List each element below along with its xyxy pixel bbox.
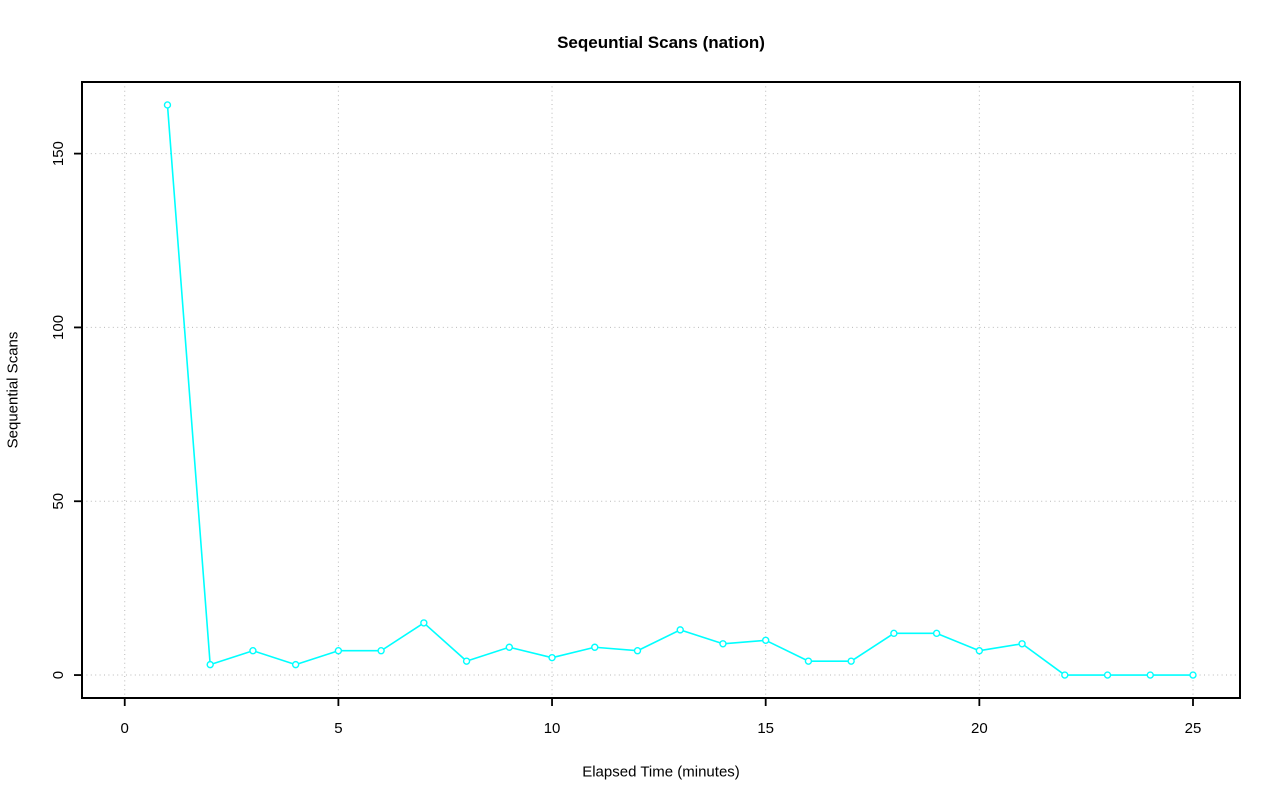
data-point-marker	[890, 629, 898, 638]
data-point-marker	[291, 660, 300, 669]
x-axis-title: Elapsed Time (minutes)	[582, 763, 740, 781]
data-point-marker	[163, 101, 172, 109]
data-point-marker	[1146, 671, 1154, 679]
data-point-marker	[377, 647, 385, 655]
y-axis-tick-label: 150	[50, 141, 67, 166]
x-axis-tick-label: 15	[757, 720, 774, 737]
data-point-marker	[1018, 640, 1026, 648]
axes	[74, 152, 1194, 706]
data-point-marker	[1189, 671, 1197, 679]
y-axis-tick-label: 0	[50, 671, 67, 679]
data-point-marker	[804, 657, 813, 665]
data-point-marker	[932, 629, 941, 638]
x-axis-tick-label: 0	[121, 720, 129, 737]
data-point-marker	[1103, 671, 1112, 679]
data-point-marker	[420, 619, 428, 627]
grid	[82, 82, 1240, 698]
y-axis-tick-label: 50	[50, 493, 67, 510]
data-point-marker	[1061, 671, 1069, 679]
data-point-marker	[975, 647, 984, 655]
series-line	[166, 104, 1194, 676]
data-point-marker	[249, 647, 257, 655]
data-point-marker	[505, 643, 514, 651]
data-point-marker	[591, 643, 599, 651]
y-axis-tick-label: 100	[50, 315, 67, 340]
data-point-marker	[548, 653, 556, 662]
data-point-marker	[206, 660, 214, 669]
data-point-marker	[676, 626, 684, 634]
data-point-marker	[847, 657, 855, 665]
x-axis-tick-label: 10	[544, 720, 561, 737]
series-markers	[163, 101, 1197, 679]
chart-title: Seqeuntial Scans (nation)	[557, 33, 765, 52]
x-axis-tick-label: 20	[971, 720, 988, 737]
data-point-marker	[719, 640, 727, 648]
data-point-marker	[462, 657, 471, 665]
x-axis-tick-label: 5	[334, 720, 342, 737]
data-point-marker	[334, 647, 343, 655]
y-axis-title: Sequential Scans	[4, 331, 22, 449]
plot-border	[81, 81, 1241, 699]
x-axis-tick-label: 25	[1185, 720, 1202, 737]
data-point-marker	[633, 647, 642, 655]
data-point-marker	[761, 636, 770, 644]
